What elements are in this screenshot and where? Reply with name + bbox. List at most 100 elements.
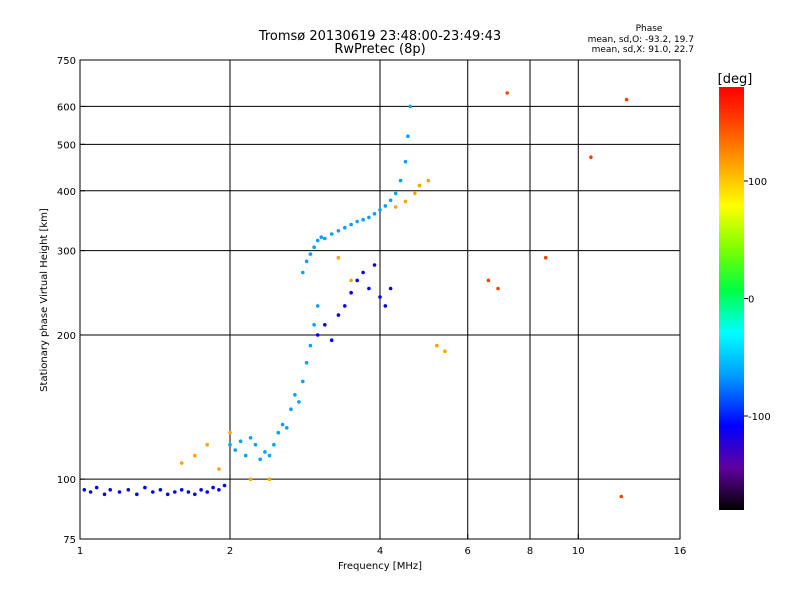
data-point (355, 219, 360, 224)
data-point (253, 442, 258, 447)
y-tick-label: 500 (57, 140, 76, 151)
y-tick-label: 750 (57, 56, 76, 67)
data-point (293, 393, 297, 397)
data-point (329, 232, 334, 236)
data-point (102, 492, 107, 497)
data-point (383, 204, 388, 208)
data-point (336, 255, 341, 260)
data-point (263, 450, 267, 454)
data-point (319, 235, 324, 239)
colorbar-unit: [deg] (718, 72, 753, 87)
chart-title: Tromsø 20130619 23:48:00-23:49:43 (258, 29, 501, 44)
x-tick-label: 8 (527, 546, 533, 557)
x-tick-label: 10 (572, 546, 585, 557)
data-point (301, 270, 305, 275)
data-point (193, 492, 197, 497)
data-point (329, 338, 334, 343)
data-point (315, 238, 320, 243)
data-point (408, 104, 413, 109)
data-point (388, 286, 393, 291)
y-axis-ticks: 75 100 200 300 400 500 600 750 (57, 56, 85, 546)
data-point (285, 426, 289, 430)
data-point (589, 155, 593, 159)
colorbar-tick-label: -100 (748, 412, 771, 423)
y-tick-label: 200 (57, 331, 76, 342)
data-point (304, 360, 309, 365)
colorbar (719, 87, 744, 510)
stats-x-mode: mean, sd,X: 91.0, 22.7 (592, 45, 694, 55)
data-point (426, 178, 431, 183)
data-point (289, 407, 293, 412)
data-point (228, 442, 232, 447)
data-point (378, 208, 382, 212)
y-tick-label: 100 (57, 475, 76, 486)
data-point (126, 488, 131, 492)
y-axis-label: Stationary phase Virtual Height [km] (39, 208, 50, 392)
y-tick-label: 400 (57, 187, 76, 198)
data-point (403, 199, 408, 204)
y-tick-label: 300 (57, 247, 76, 258)
data-point (238, 439, 243, 444)
data-point (393, 205, 398, 209)
data-point (343, 225, 347, 230)
data-point (543, 255, 548, 260)
data-point (179, 461, 184, 465)
data-point (315, 304, 320, 308)
data-point (349, 290, 353, 295)
grid-lines (80, 60, 680, 539)
data-point (323, 323, 327, 327)
data-point (624, 97, 629, 102)
data-point (486, 278, 491, 283)
data-points (82, 91, 629, 499)
colorbar-tick-label: 0 (748, 295, 754, 306)
data-point (222, 483, 227, 488)
data-point (211, 485, 215, 490)
data-point (312, 245, 316, 249)
colorbar-tick-label: 100 (748, 177, 767, 188)
data-point (372, 263, 377, 267)
data-point (193, 453, 197, 458)
x-tick-label: 16 (674, 546, 687, 557)
data-point (243, 453, 248, 458)
data-point (297, 400, 301, 404)
data-point (355, 278, 360, 283)
data-point (165, 492, 170, 497)
data-point (315, 333, 320, 337)
data-point (267, 453, 272, 458)
data-point (272, 442, 276, 447)
data-point (135, 492, 139, 497)
x-tick-label: 1 (77, 546, 83, 557)
data-point (94, 485, 99, 490)
data-point (312, 323, 316, 327)
stats-heading: Phase (636, 24, 663, 34)
data-point (301, 379, 305, 384)
stats-o-mode: mean, sd,O: -93.2, 19.7 (588, 35, 694, 45)
data-point (403, 159, 408, 164)
data-point (267, 477, 272, 482)
data-point (205, 442, 209, 447)
data-point (82, 488, 87, 492)
x-tick-label: 6 (465, 546, 471, 557)
y-tick-label: 75 (63, 535, 76, 546)
data-point (505, 91, 510, 95)
data-point (151, 490, 155, 494)
data-point (217, 488, 221, 492)
data-point (276, 430, 281, 435)
x-axis-ticks: 1 2 4 6 8 10 16 (77, 534, 687, 557)
data-point (205, 490, 209, 494)
data-point (343, 304, 347, 308)
x-tick-label: 4 (377, 546, 383, 557)
data-point (248, 436, 253, 440)
data-point (336, 313, 341, 317)
data-point (372, 212, 377, 216)
data-point (308, 252, 313, 256)
data-point (398, 178, 403, 183)
data-point (186, 490, 191, 494)
data-point (199, 488, 203, 492)
data-point (413, 191, 417, 196)
data-point (383, 304, 388, 308)
data-point (406, 134, 410, 138)
data-point (378, 295, 382, 299)
data-point (233, 448, 238, 452)
